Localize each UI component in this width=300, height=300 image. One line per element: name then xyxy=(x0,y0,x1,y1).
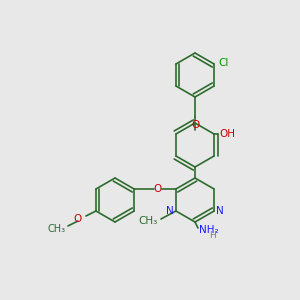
Text: Cl: Cl xyxy=(218,58,228,68)
Text: OH: OH xyxy=(219,129,235,139)
Text: O: O xyxy=(154,184,162,194)
Text: O: O xyxy=(74,214,82,224)
Text: CH₃: CH₃ xyxy=(48,224,66,234)
Text: N: N xyxy=(166,206,174,216)
Text: CH₃: CH₃ xyxy=(139,216,158,226)
Text: N: N xyxy=(216,206,224,216)
Text: H: H xyxy=(209,232,216,241)
Text: O: O xyxy=(191,120,199,130)
Text: NH₂: NH₂ xyxy=(199,225,219,235)
